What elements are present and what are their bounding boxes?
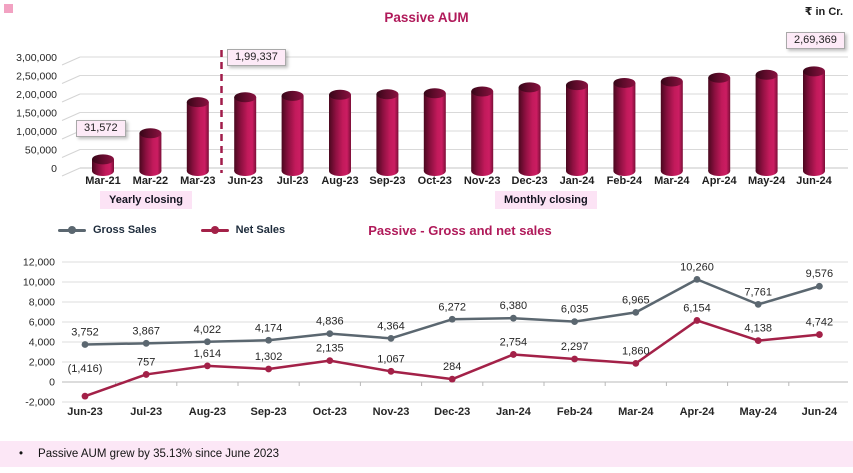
aum-bars <box>92 66 825 176</box>
svg-text:Jul-23: Jul-23 <box>130 406 162 418</box>
svg-text:10,000: 10,000 <box>23 277 55 289</box>
svg-text:4,836: 4,836 <box>316 316 344 328</box>
svg-text:Nov-23: Nov-23 <box>373 406 410 418</box>
svg-text:Dec-23: Dec-23 <box>434 406 470 418</box>
gross-sales-line-marker-icon <box>58 226 86 235</box>
sales-x-labels: Jun-23 Jul-23 Aug-23 Sep-23 Oct-23 Nov-23 Dec-… <box>67 406 838 418</box>
svg-text:4,174: 4,174 <box>255 322 283 334</box>
svg-text:Mar-23: Mar-23 <box>180 175 215 187</box>
series-net-sales: (1,416) 757 1,614 1,302 2,135 1,067 284 2,754 2,… <box>68 302 834 400</box>
legend-label-net-sales: Net Sales <box>235 224 286 236</box>
svg-text:3,867: 3,867 <box>132 325 160 337</box>
svg-text:2,754: 2,754 <box>500 336 528 348</box>
svg-text:4,000: 4,000 <box>29 337 55 349</box>
footer-text: Passive AUM grew by 35.13% since June 20… <box>38 448 280 460</box>
svg-text:Nov-23: Nov-23 <box>464 175 501 187</box>
svg-text:6,000: 6,000 <box>29 317 55 329</box>
svg-text:Aug-23: Aug-23 <box>189 406 226 418</box>
svg-text:Jun-23: Jun-23 <box>227 175 262 187</box>
svg-text:6,154: 6,154 <box>683 302 711 314</box>
svg-text:50,000: 50,000 <box>25 145 57 157</box>
svg-text:Oct-23: Oct-23 <box>313 406 347 418</box>
svg-text:3,00,000: 3,00,000 <box>16 52 57 64</box>
svg-text:Jun-24: Jun-24 <box>796 175 832 187</box>
footer-bullet: • <box>19 448 24 460</box>
svg-text:2,50,000: 2,50,000 <box>16 71 57 83</box>
series-gross-sales: 3,752 3,867 4,022 4,174 4,836 4,364 6,272 6,380… <box>71 261 834 348</box>
sales-legend: Gross Sales Net Sales <box>58 224 285 236</box>
svg-text:2,000: 2,000 <box>29 357 55 369</box>
sales-gridlines: 12,000 10,000 8,000 6,000 4,000 2,000 0 -2,000 <box>23 257 848 409</box>
svg-text:Apr-24: Apr-24 <box>702 175 738 187</box>
svg-text:May-24: May-24 <box>748 175 786 187</box>
svg-text:Mar-24: Mar-24 <box>618 406 654 418</box>
aum-x-labels: Mar-21 Mar-22 Mar-23 Jun-23 Jul-23 Aug-23 Sep-… <box>85 175 832 187</box>
svg-text:Sep-23: Sep-23 <box>251 406 287 418</box>
svg-text:Jul-23: Jul-23 <box>277 175 309 187</box>
svg-text:0: 0 <box>49 377 55 389</box>
svg-text:1,067: 1,067 <box>377 353 405 365</box>
svg-text:2,135: 2,135 <box>316 343 344 355</box>
svg-text:Mar-22: Mar-22 <box>133 175 168 187</box>
legend-item-gross-sales: Gross Sales <box>58 224 157 236</box>
svg-text:1,614: 1,614 <box>194 348 222 360</box>
svg-text:0: 0 <box>51 163 57 175</box>
svg-text:9,576: 9,576 <box>806 268 834 280</box>
footer-note: • Passive AUM grew by 35.13% since June … <box>0 441 853 467</box>
svg-text:8,000: 8,000 <box>29 297 55 309</box>
svg-text:7,761: 7,761 <box>744 286 772 298</box>
svg-text:4,138: 4,138 <box>744 323 772 335</box>
svg-text:Feb-24: Feb-24 <box>557 406 593 418</box>
svg-text:1,50,000: 1,50,000 <box>16 108 57 120</box>
value-callout-jun24: 2,69,369 <box>786 32 845 49</box>
corner-marker <box>4 4 13 13</box>
svg-text:284: 284 <box>443 361 461 373</box>
svg-text:4,742: 4,742 <box>806 317 834 329</box>
svg-text:3,752: 3,752 <box>71 326 99 338</box>
net-sales-line-marker-icon <box>200 226 229 235</box>
svg-text:Dec-23: Dec-23 <box>512 175 548 187</box>
svg-text:6,035: 6,035 <box>561 304 589 316</box>
axis-group-label-monthly: Monthly closing <box>495 191 597 209</box>
svg-text:(1,416): (1,416) <box>68 363 103 375</box>
svg-text:Jan-24: Jan-24 <box>560 175 596 187</box>
svg-text:1,860: 1,860 <box>622 345 650 357</box>
svg-text:6,272: 6,272 <box>438 301 466 313</box>
svg-text:Feb-24: Feb-24 <box>607 175 643 187</box>
svg-text:May-24: May-24 <box>740 406 778 418</box>
value-callout-jun23: 1,99,337 <box>227 49 286 66</box>
value-callout-mar21: 31,572 <box>76 120 126 137</box>
svg-text:Mar-24: Mar-24 <box>654 175 690 187</box>
svg-text:Aug-23: Aug-23 <box>321 175 358 187</box>
svg-text:6,380: 6,380 <box>500 300 528 312</box>
svg-text:Sep-23: Sep-23 <box>369 175 405 187</box>
legend-item-net-sales: Net Sales <box>200 224 286 236</box>
svg-text:12,000: 12,000 <box>23 257 55 269</box>
svg-text:Jun-23: Jun-23 <box>67 406 102 418</box>
legend-label-gross-sales: Gross Sales <box>93 224 157 236</box>
svg-text:10,260: 10,260 <box>680 261 714 273</box>
svg-text:Jan-24: Jan-24 <box>496 406 532 418</box>
aum-gridlines: 0 50,000 1,00,000 1,50,000 2,00,000 2,50,000 3… <box>16 52 848 177</box>
aum-chart-title: Passive AUM <box>384 10 469 25</box>
axis-group-label-yearly: Yearly closing <box>100 191 192 209</box>
svg-text:4,022: 4,022 <box>194 324 222 336</box>
svg-text:Jun-24: Jun-24 <box>802 406 838 418</box>
svg-text:1,302: 1,302 <box>255 351 283 363</box>
svg-text:Oct-23: Oct-23 <box>418 175 452 187</box>
svg-text:2,00,000: 2,00,000 <box>16 89 57 101</box>
unit-label: ₹ in Cr. <box>804 6 843 18</box>
svg-text:4,364: 4,364 <box>377 320 405 332</box>
svg-text:Apr-24: Apr-24 <box>680 406 716 418</box>
svg-text:2,297: 2,297 <box>561 341 589 353</box>
svg-text:1,00,000: 1,00,000 <box>16 126 57 138</box>
svg-text:6,965: 6,965 <box>622 294 650 306</box>
sales-chart-title: Passive - Gross and net sales <box>368 223 552 238</box>
svg-text:757: 757 <box>137 356 155 368</box>
svg-text:Mar-21: Mar-21 <box>85 175 120 187</box>
svg-text:-2,000: -2,000 <box>25 397 55 409</box>
